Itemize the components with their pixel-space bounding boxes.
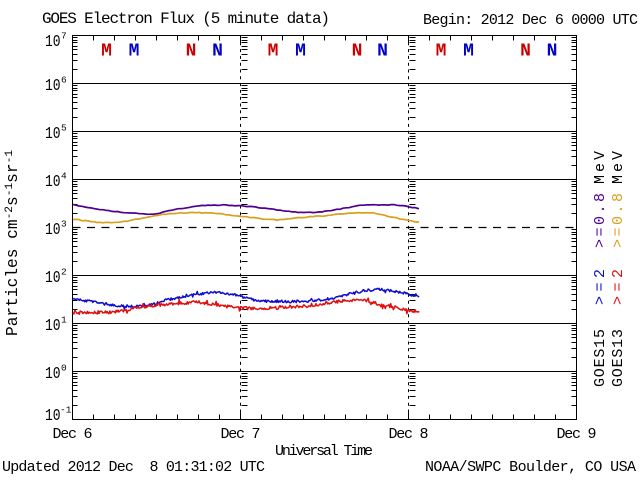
svg-text:Dec 9: Dec 9 [557,426,597,443]
svg-text:GOES13: GOES13 [610,329,627,387]
svg-text:>=0.8: >=0.8 [592,193,609,248]
svg-text:3: 3 [61,218,67,229]
svg-text:N: N [352,42,363,62]
svg-text:5: 5 [61,122,67,133]
svg-text:M: M [129,42,140,62]
svg-text:6: 6 [61,74,67,85]
svg-text:2: 2 [61,266,67,277]
svg-text:Updated 2012 Dec 8 01:31:02 U: Updated 2012 Dec 8 01:31:02 UTC [2,459,265,476]
svg-text:10: 10 [45,366,61,384]
svg-text:Begin: 2012 Dec 6 0000 UTC: Begin: 2012 Dec 6 0000 UTC [423,12,638,29]
svg-text:10: 10 [45,408,61,426]
svg-text:Particles cm-2s-1sr-1: Particles cm-2s-1sr-1 [4,150,22,336]
svg-text:N: N [186,42,197,62]
svg-text:GOES Electron Flux (5 minute d: GOES Electron Flux (5 minute data) [42,10,330,28]
svg-text:1: 1 [61,314,67,325]
svg-text:NOAA/SWPC Boulder, CO USA: NOAA/SWPC Boulder, CO USA [425,459,636,476]
svg-text:N: N [212,42,223,62]
svg-text:7: 7 [61,31,67,42]
svg-text:MeV: MeV [592,151,609,184]
svg-text:10: 10 [45,174,61,192]
svg-text:GOES15: GOES15 [592,329,609,387]
svg-text:4: 4 [61,170,67,181]
svg-text:10: 10 [45,34,61,52]
svg-text:N: N [377,42,388,62]
svg-text:10: 10 [45,270,61,288]
svg-text:M: M [101,42,112,62]
svg-text:Universal Time: Universal Time [275,443,373,460]
svg-text:M: M [268,42,279,62]
svg-text:M: M [463,42,474,62]
svg-text:N: N [547,42,558,62]
svg-text:Dec 8: Dec 8 [389,426,429,443]
svg-text:>=0.8: >=0.8 [610,193,627,248]
svg-text:10: 10 [45,318,61,336]
svg-text:0: 0 [61,362,67,373]
svg-text:Dec 7: Dec 7 [221,426,261,443]
svg-text:>=2: >=2 [592,269,609,305]
svg-text:10: 10 [45,78,61,96]
svg-text:M: M [295,42,306,62]
svg-text:10: 10 [45,126,61,144]
svg-text:>=2: >=2 [610,269,627,305]
svg-text:MeV: MeV [610,151,627,184]
svg-text:10: 10 [45,222,61,240]
svg-text:M: M [436,42,447,62]
svg-text:Dec 6: Dec 6 [53,426,93,443]
svg-text:N: N [520,42,531,62]
svg-text:-1: -1 [60,404,72,415]
